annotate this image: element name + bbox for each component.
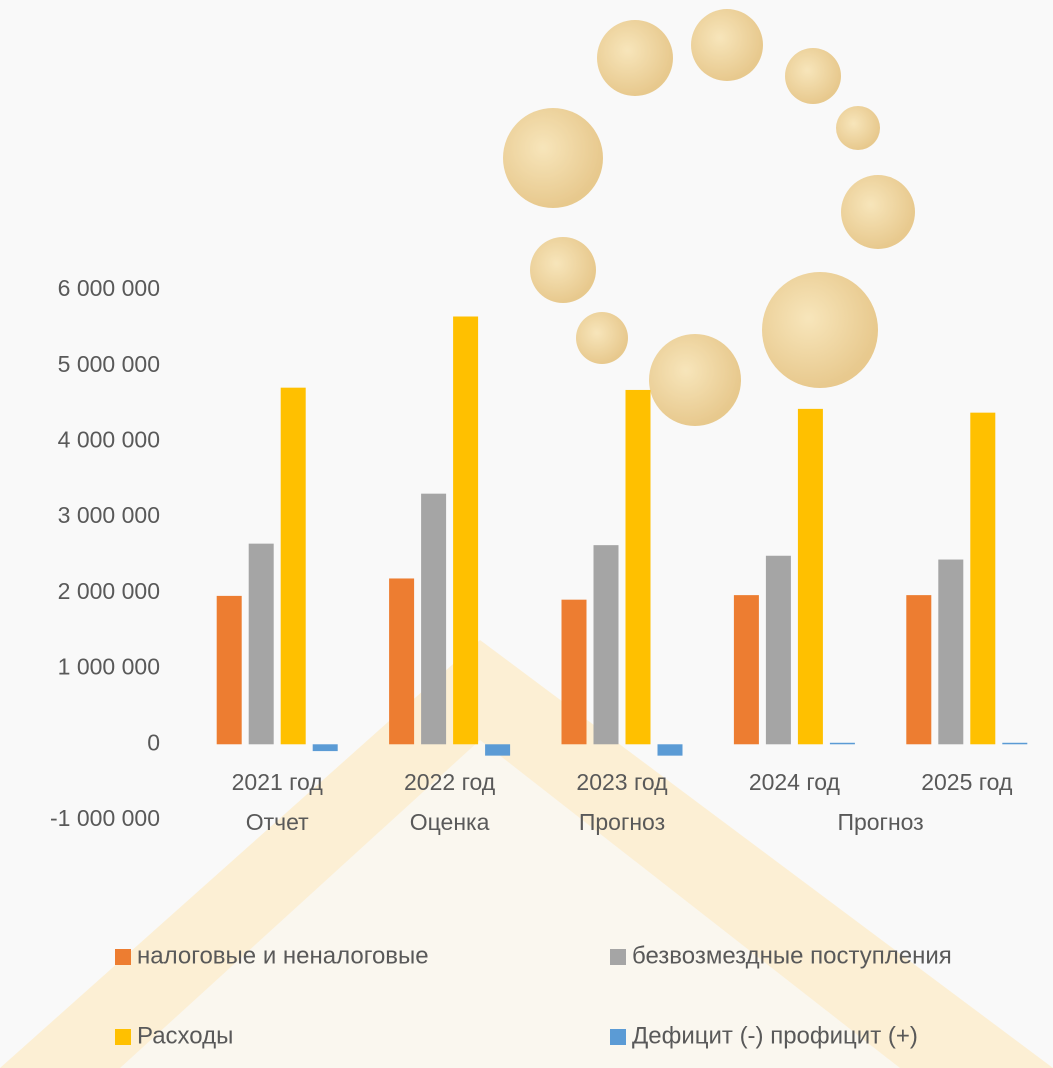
legend-label: безвозмездные поступления <box>632 942 952 969</box>
bar <box>830 743 855 745</box>
bar <box>281 388 306 745</box>
legend-label: Расходы <box>137 1022 233 1049</box>
x-tick-label: 2023 год <box>576 769 668 795</box>
legend-swatch <box>115 949 131 965</box>
bar <box>594 545 619 744</box>
bar <box>938 560 963 745</box>
legend-swatch <box>610 1029 626 1045</box>
chart: -1 000 000 0 1 000 000 2 000 000 3 000 000 4 … <box>0 0 1053 1068</box>
x-tick-label: 2024 год <box>749 769 841 795</box>
legend-swatch <box>115 1029 131 1045</box>
x-tick-label: 2025 год <box>921 769 1013 795</box>
bar <box>562 600 587 745</box>
bar <box>1002 743 1027 745</box>
bar <box>906 595 931 744</box>
legend-label: Дефицит (-) профицит (+) <box>632 1022 918 1049</box>
x-tick-label: 2021 год <box>232 769 324 795</box>
y-tick-label: 4 000 000 <box>58 427 160 453</box>
bar <box>658 744 683 755</box>
y-tick-label: 0 <box>147 729 160 755</box>
y-tick-label: 6 000 000 <box>58 275 160 301</box>
bar <box>798 409 823 744</box>
y-tick-label: 5 000 000 <box>58 351 160 377</box>
y-tick-label: 3 000 000 <box>58 502 160 528</box>
y-tick-label: 1 000 000 <box>58 654 160 680</box>
y-tick-label: 2 000 000 <box>58 578 160 604</box>
bar <box>313 744 338 751</box>
x-group-label: Отчет <box>246 809 309 835</box>
x-group-label: Прогноз <box>837 809 923 835</box>
bar <box>485 744 510 755</box>
bar <box>389 578 414 744</box>
bar <box>249 544 274 745</box>
legend-swatch <box>610 949 626 965</box>
legend-label: налоговые и неналоговые <box>137 942 429 969</box>
x-group-label: Оценка <box>410 809 490 835</box>
bar <box>970 413 995 745</box>
x-tick-label: 2022 год <box>404 769 496 795</box>
bar <box>421 494 446 745</box>
bar <box>217 596 242 744</box>
bar <box>453 317 478 745</box>
bar <box>626 390 651 744</box>
x-group-label: Прогноз <box>579 809 665 835</box>
bar <box>766 556 791 745</box>
bar <box>734 595 759 744</box>
y-tick-label: -1 000 000 <box>50 805 160 831</box>
